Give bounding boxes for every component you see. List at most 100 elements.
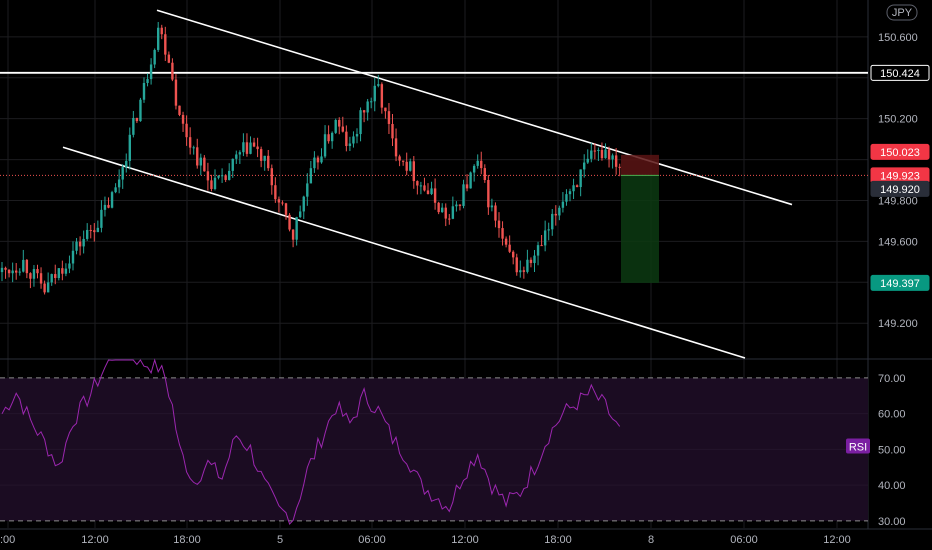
- candle: [267, 149, 270, 171]
- candle-body: [263, 155, 266, 161]
- candle: [132, 111, 135, 138]
- candle-body: [451, 206, 455, 219]
- candle: [71, 241, 75, 271]
- candle: [483, 164, 486, 183]
- rsi-line: [1, 358, 621, 525]
- candle: [497, 212, 501, 238]
- y-tick-label: 149.200: [878, 318, 918, 330]
- candle-body: [128, 134, 131, 161]
- candle: [437, 201, 440, 215]
- rsi-pane: [0, 358, 868, 525]
- candle-body: [217, 175, 220, 178]
- rsi-badge: [846, 438, 870, 454]
- candle: [401, 160, 405, 166]
- candle-body: [89, 229, 92, 231]
- candle-body: [519, 270, 522, 273]
- candle: [490, 198, 494, 212]
- candle: [164, 26, 167, 61]
- candle-body: [146, 79, 149, 83]
- candle-body: [75, 241, 78, 251]
- candle-body: [135, 117, 139, 122]
- rsi-tick-label: 30.00: [878, 516, 906, 528]
- candle: [299, 205, 302, 219]
- candle-body: [355, 134, 359, 137]
- price-badge-box: [870, 143, 930, 160]
- price-badge-box: [870, 180, 930, 197]
- candle: [18, 268, 21, 276]
- candle-body: [345, 131, 348, 146]
- candle-body: [568, 191, 572, 195]
- price-badge-label: 149.923: [880, 170, 920, 182]
- candle: [114, 183, 117, 194]
- candle: [117, 169, 121, 194]
- x-tick-label: 18:00: [173, 534, 201, 546]
- candle-body: [362, 110, 366, 113]
- candle: [149, 58, 153, 85]
- drawings: [0, 9, 868, 359]
- candle-body: [437, 202, 440, 213]
- candle: [107, 197, 110, 209]
- candle: [423, 177, 426, 192]
- candle-body: [316, 157, 320, 163]
- price-badge: 150.424: [870, 64, 930, 81]
- candle: [146, 73, 149, 87]
- candle: [522, 266, 526, 279]
- candle: [526, 249, 529, 274]
- rsi-tick-label: 60.00: [878, 409, 906, 421]
- x-tick-label: 18:00: [544, 534, 572, 546]
- candle: [377, 74, 380, 88]
- candle: [89, 224, 92, 239]
- candle: [373, 77, 376, 112]
- candle-body: [572, 185, 575, 192]
- candle: [160, 24, 163, 40]
- candle-body: [462, 184, 465, 206]
- candle: [519, 260, 522, 278]
- candle: [199, 153, 202, 176]
- candle-body: [377, 84, 380, 86]
- candle: [11, 262, 14, 283]
- candle: [22, 249, 25, 273]
- time-axis: :00 12:00 18:00 5 06:00 12:00 18:00 8 06:00 12:00: [0, 534, 851, 546]
- candle: [512, 250, 515, 265]
- candle-body: [455, 204, 458, 207]
- candle-body: [82, 238, 85, 247]
- candle-body: [29, 273, 32, 279]
- currency-badge: JPY: [886, 4, 918, 21]
- candle-body: [529, 259, 533, 264]
- candle-body: [238, 152, 242, 155]
- candle: [501, 221, 504, 246]
- candle: [444, 203, 447, 227]
- candle: [355, 128, 359, 144]
- candle: [472, 164, 476, 182]
- candle-body: [597, 149, 600, 151]
- candle-body: [618, 166, 621, 168]
- candle: [529, 257, 533, 268]
- candle: [441, 203, 444, 213]
- candle-body: [394, 138, 398, 157]
- y-tick-label: 150.600: [878, 32, 918, 44]
- candle-body: [338, 119, 341, 127]
- candle-body: [366, 101, 369, 113]
- candle: [405, 152, 408, 176]
- x-tick-label: :00: [0, 534, 15, 546]
- candle-body: [18, 271, 21, 273]
- candle-body: [267, 155, 270, 169]
- target-zone: [621, 175, 659, 283]
- candle: [54, 264, 57, 285]
- candle: [398, 154, 401, 167]
- candle: [93, 223, 96, 242]
- candle-body: [306, 183, 309, 197]
- price-badge-box: [870, 274, 930, 291]
- candle: [100, 200, 103, 233]
- candle-body: [107, 204, 110, 208]
- candle: [110, 190, 114, 209]
- candle: [426, 183, 430, 195]
- price-badge-label: 150.023: [880, 147, 920, 159]
- candle: [462, 179, 465, 209]
- candle-body: [61, 268, 64, 274]
- candle: [313, 151, 316, 173]
- candle: [174, 74, 178, 110]
- candle: [281, 200, 284, 206]
- candle-body: [551, 213, 554, 230]
